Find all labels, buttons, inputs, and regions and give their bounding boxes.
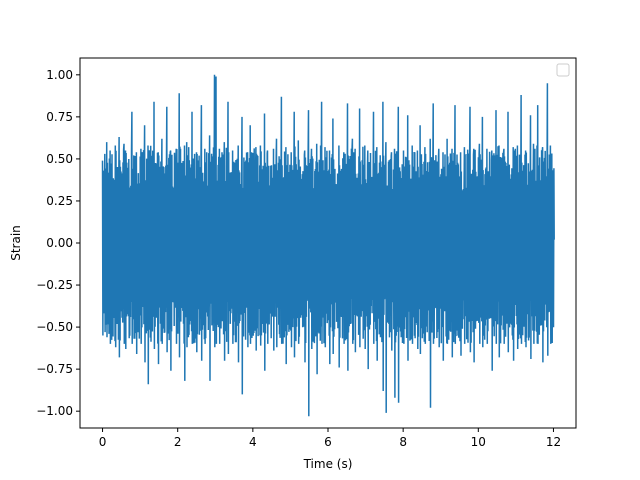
strain-series-line bbox=[101, 74, 555, 417]
x-tick-label: 0 bbox=[99, 435, 107, 449]
legend-box bbox=[556, 63, 570, 77]
y-tick-label: −1.00 bbox=[36, 404, 73, 418]
x-axis: 0 2 4 6 8 10 12 bbox=[99, 428, 561, 449]
y-axis-label: Strain bbox=[9, 225, 23, 261]
x-tick-label: 6 bbox=[324, 435, 332, 449]
y-tick-label: −0.50 bbox=[36, 320, 73, 334]
y-tick-label: −0.75 bbox=[36, 362, 73, 376]
y-tick-label: 0.75 bbox=[46, 110, 73, 124]
y-tick-label: 0.25 bbox=[46, 194, 73, 208]
x-tick-label: 8 bbox=[399, 435, 407, 449]
x-tick-label: 12 bbox=[546, 435, 561, 449]
y-tick-label: −0.25 bbox=[36, 278, 73, 292]
x-tick-label: 10 bbox=[471, 435, 486, 449]
y-tick-label: 0.50 bbox=[46, 152, 73, 166]
y-axis: −1.00 −0.75 −0.50 −0.25 0.00 0.25 0.50 0.75 1.00 bbox=[36, 68, 80, 418]
y-tick-label: 1.00 bbox=[46, 68, 73, 82]
strain-series bbox=[101, 74, 555, 417]
x-axis-label: Time (s) bbox=[303, 457, 353, 471]
x-tick-label: 2 bbox=[174, 435, 182, 449]
x-tick-label: 4 bbox=[249, 435, 257, 449]
y-tick-label: 0.00 bbox=[46, 236, 73, 250]
